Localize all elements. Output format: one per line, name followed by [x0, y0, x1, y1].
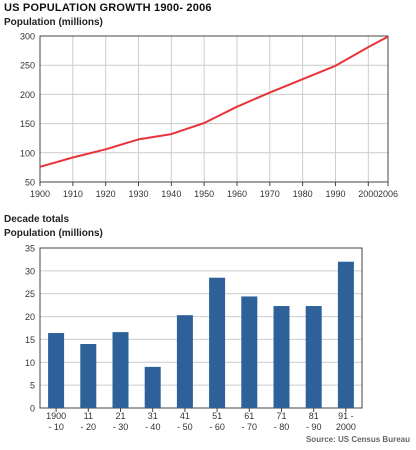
line-xtick-label: 1950 [194, 189, 214, 199]
line-xtick-label: 1970 [260, 189, 280, 199]
bar-ytick-label: 20 [25, 312, 35, 322]
line-chart: 50 100 150 200 250 300 1900 1910 1920 1930 1940 195… [20, 32, 398, 200]
bar-xtick-label: 41 [180, 411, 190, 421]
bar-8 [305, 306, 322, 408]
bar-4 [176, 315, 193, 408]
bar-xtick-label-line2: - 10 [48, 422, 64, 432]
bar-xtick-label: 1900 [46, 411, 66, 421]
bar-xtick-label: 91 - [338, 411, 354, 421]
bar-xtick-label-line2: - 20 [81, 422, 97, 432]
bar-ytick-label: 30 [25, 266, 35, 276]
bar-6 [241, 296, 258, 408]
line-xtick-label: 1920 [96, 189, 116, 199]
bar-xtick-label: 51 [212, 411, 222, 421]
bar-xtick-label: 11 [84, 411, 93, 421]
bar-ytick-label: 5 [30, 381, 35, 391]
bar-chart-ylabel: Population (millions) [4, 228, 103, 239]
bar-xtick-label-line2: - 70 [242, 422, 258, 432]
bar-xtick-label: 71 [276, 411, 286, 421]
source-note: Source: US Census Bureau [305, 435, 410, 444]
line-ytick-label: 100 [20, 148, 35, 158]
bar-ytick-label: 35 [25, 244, 35, 254]
bar-xtick-label-line2: - 30 [113, 422, 129, 432]
bar-5 [209, 277, 226, 408]
line-xtick-label: 1910 [63, 189, 83, 199]
bar-xtick-label-line2: - 80 [274, 422, 290, 432]
bar-plot-frame [39, 247, 363, 409]
bar-9 [337, 261, 354, 408]
bar-xtick-label-line2: - 50 [177, 422, 193, 432]
line-ytick-label: 250 [20, 61, 35, 71]
chart-title: US POPULATION GROWTH 1900- 2006 [4, 2, 212, 14]
bar-ytick-label: 10 [25, 358, 35, 368]
line-xtick-label: 1990 [325, 189, 345, 199]
bar-ytick-label: 0 [30, 404, 35, 414]
line-xtick-label: 1940 [161, 189, 181, 199]
bar-0 [48, 333, 65, 408]
bar-chart-subtitle: Decade totals [4, 214, 70, 225]
line-xtick-label: 1930 [128, 189, 148, 199]
bar-xtick-label-line2: - 90 [306, 422, 322, 432]
bar-chart: 0 5 10 15 20 25 30 35 1900- 10 11- 20 21- 30 31- 40… [25, 244, 363, 432]
bar-xtick-label: 21 [115, 411, 125, 421]
line-ytick-label: 50 [25, 178, 35, 188]
bar-xtick-label-line2: 2000 [336, 422, 356, 432]
bar-ytick-label: 25 [25, 289, 35, 299]
line-ytick-label: 150 [20, 119, 35, 129]
bar-xtick-label: 81 [309, 411, 319, 421]
bar-ytick-label: 15 [25, 335, 35, 345]
bar-xtick-label: 61 [244, 411, 254, 421]
bar-xtick-label: 31 [148, 411, 158, 421]
line-chart-ylabel: Population (millions) [4, 17, 103, 28]
bar-7 [273, 306, 290, 408]
line-xtick-label: 2006 [378, 189, 398, 199]
population-line-series [39, 35, 389, 168]
bar-2 [112, 332, 129, 408]
bar-3 [144, 366, 161, 408]
line-ytick-label: 200 [20, 90, 35, 100]
bar-xtick-label-line2: - 60 [209, 422, 225, 432]
line-plot-frame [39, 35, 389, 183]
bar-1 [80, 344, 97, 408]
line-xtick-label: 1980 [293, 189, 313, 199]
line-ytick-label: 300 [20, 32, 35, 42]
line-xtick-label: 1900 [30, 189, 50, 199]
line-xtick-label: 2000 [358, 189, 378, 199]
line-xtick-label: 1960 [227, 189, 247, 199]
bar-xtick-label-line2: - 40 [145, 422, 161, 432]
